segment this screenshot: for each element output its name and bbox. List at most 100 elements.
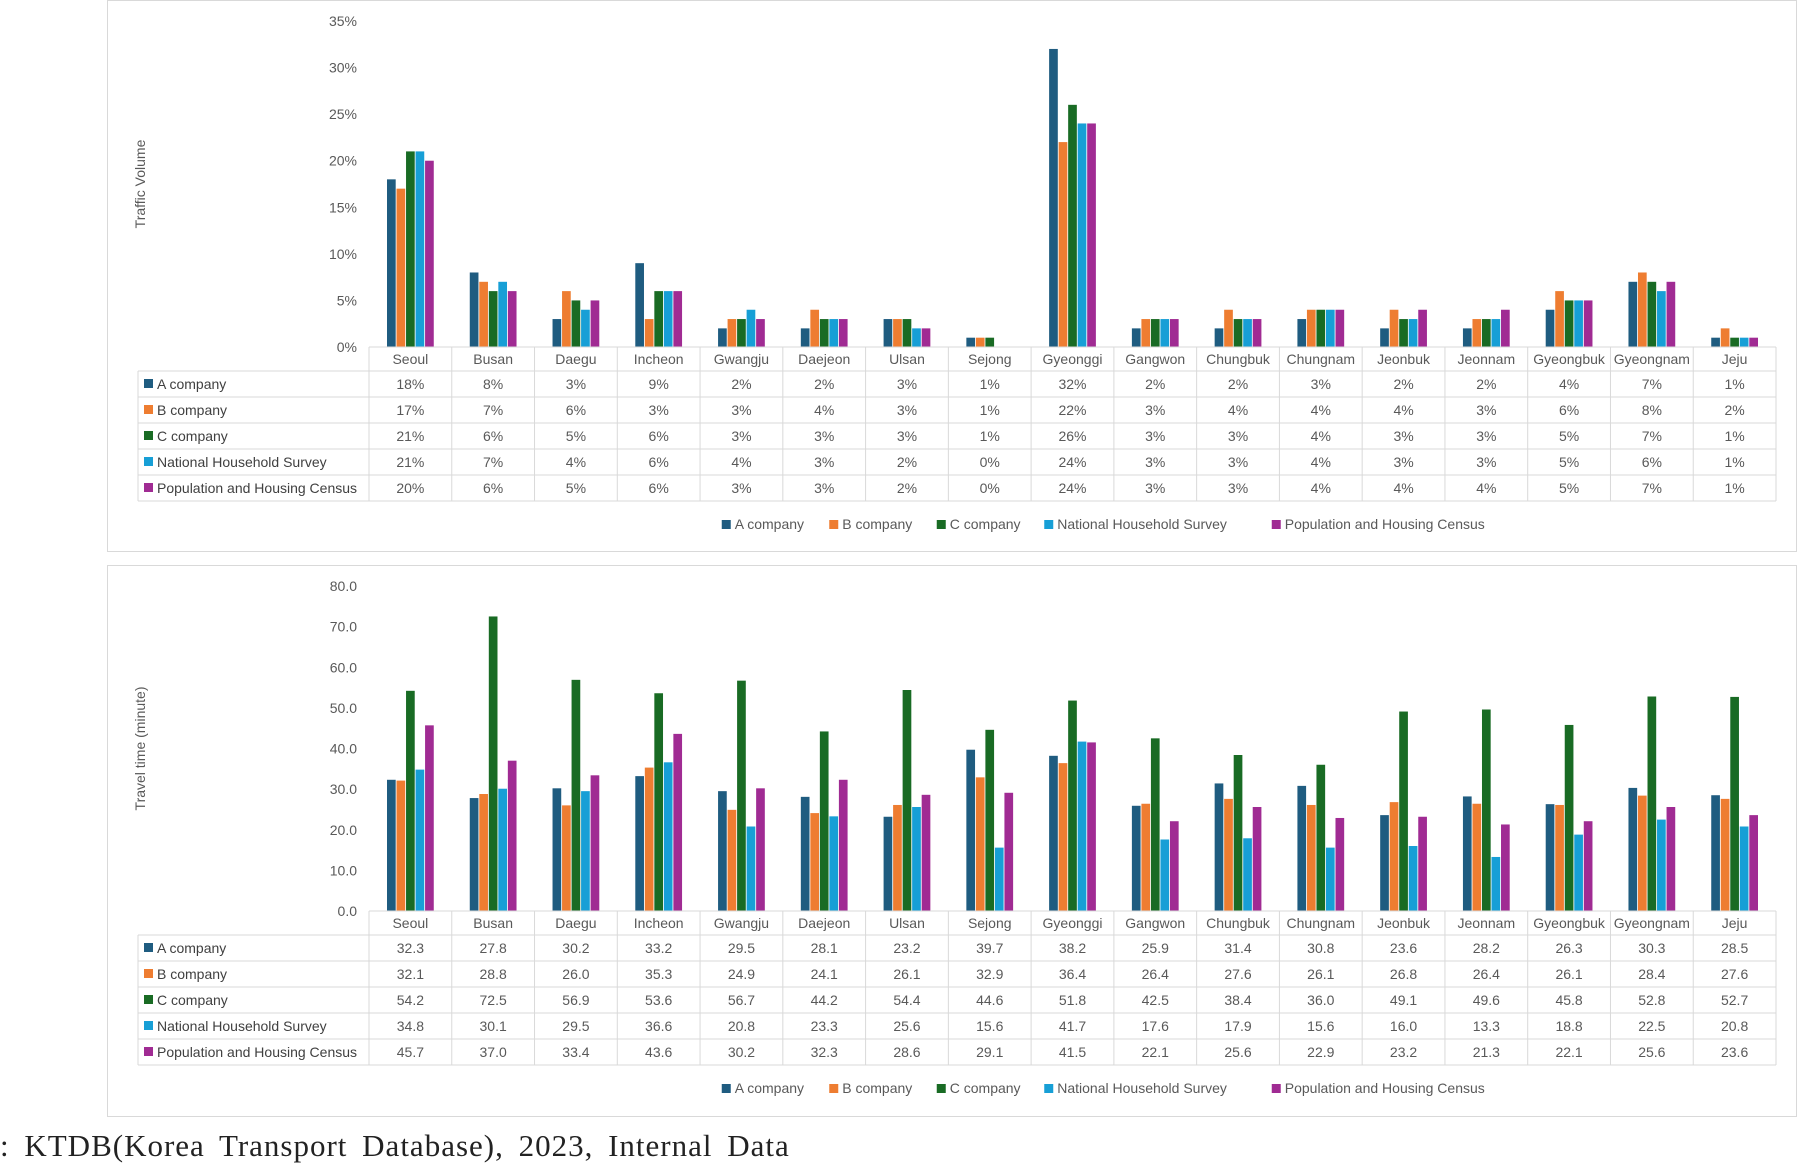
bar-national-household-survey-gangwon: [1160, 319, 1170, 347]
y-tick-label: 30.0: [330, 781, 357, 797]
table-legend-key: [144, 431, 153, 440]
legend-label-national-household-survey: National Household Survey: [1057, 516, 1227, 532]
bar-a-company-incheon: [635, 776, 644, 911]
y-tick-label: 0.0: [338, 903, 358, 919]
y-tick-label: 80.0: [330, 578, 357, 594]
bar-a-company-gyeongbuk: [1545, 309, 1555, 347]
table-cell: 8%: [1642, 402, 1662, 418]
bar-national-household-survey-ulsan: [912, 807, 921, 911]
table-cell: 4%: [1311, 428, 1331, 444]
table-cell: 1%: [1725, 454, 1745, 470]
bar-population-and-housing-census-daegu: [590, 300, 600, 347]
y-tick-label: 60.0: [330, 659, 357, 675]
bar-a-company-seoul: [387, 179, 396, 347]
table-legend-key: [144, 405, 153, 414]
table-cell: 4%: [1311, 454, 1331, 470]
table-cell: 28.2: [1473, 940, 1500, 956]
table-cell: 16.0: [1390, 1018, 1417, 1034]
table-cell: 30.2: [562, 940, 589, 956]
table-cell: 3%: [1393, 428, 1413, 444]
legend-label-c-company: C company: [950, 516, 1021, 532]
table-cell: 26.4: [1142, 966, 1169, 982]
table-cell: 22%: [1058, 402, 1086, 418]
bar-population-and-housing-census-seoul: [425, 160, 434, 347]
bar-a-company-gyeongbuk: [1545, 804, 1555, 911]
table-cell: 6%: [649, 428, 669, 444]
y-tick-label: 10%: [329, 246, 357, 262]
table-cell: 3%: [897, 376, 917, 392]
x-category-label: Chungbuk: [1206, 915, 1271, 931]
table-cell: 5%: [566, 428, 586, 444]
table-cell: 43.6: [645, 1044, 672, 1060]
bar-population-and-housing-census-daegu: [590, 775, 600, 911]
legend-key-national-household-survey: [1044, 1084, 1054, 1093]
bar-b-company-ulsan: [893, 804, 902, 911]
table-cell: 20.8: [728, 1018, 755, 1034]
bar-a-company-chungnam: [1297, 319, 1307, 347]
travel-time-chart-panel: 0.0 10.0 20.0 30.0 40.0 50.0 60.0 70.0 80.0 Trave…: [107, 565, 1797, 1117]
table-cell: 3%: [1145, 480, 1165, 496]
table-cell: 3%: [1476, 402, 1496, 418]
table-cell: 24%: [1058, 480, 1086, 496]
legend-key-a-company: [721, 520, 731, 529]
table-cell: 54.2: [397, 992, 424, 1008]
table-cell: 45.7: [397, 1044, 424, 1060]
bar-b-company-gyeongnam: [1637, 795, 1647, 911]
table-cell: 36.0: [1307, 992, 1334, 1008]
bar-population-and-housing-census-daejeon: [838, 319, 848, 347]
bar-c-company-seoul: [406, 151, 415, 347]
bar-c-company-daejeon: [819, 731, 829, 911]
table-cell: 3%: [1476, 454, 1496, 470]
table-cell: 6%: [649, 454, 669, 470]
table-cell: 3%: [1145, 402, 1165, 418]
table-cell: 38.2: [1059, 940, 1086, 956]
bar-population-and-housing-census-jeonnam: [1501, 824, 1510, 911]
bar-c-company-chungnam: [1316, 309, 1326, 347]
table-cell: 3%: [814, 428, 834, 444]
y-tick-label: 30%: [329, 60, 357, 76]
bar-c-company-daegu: [571, 679, 581, 911]
bar-c-company-jeonnam: [1481, 709, 1491, 911]
bar-b-company-gyeongbuk: [1555, 804, 1564, 911]
x-category-label: Daejeon: [798, 915, 850, 931]
table-cell: 29.1: [976, 1044, 1003, 1060]
bar-b-company-gyeonggi: [1058, 142, 1068, 347]
table-cell: 17.9: [1224, 1018, 1251, 1034]
bar-national-household-survey-daejeon: [829, 816, 839, 911]
bar-population-and-housing-census-jeonbuk: [1418, 816, 1427, 911]
bar-a-company-gangwon: [1131, 328, 1141, 347]
bar-b-company-seoul: [396, 188, 406, 347]
table-cell: 52.8: [1638, 992, 1665, 1008]
bar-b-company-sejong: [975, 337, 985, 347]
table-legend-key: [144, 457, 153, 466]
table-cell: 30.1: [480, 1018, 507, 1034]
y-tick-label: 50.0: [330, 700, 357, 716]
table-cell: 3%: [731, 402, 751, 418]
bar-population-and-housing-census-jeju: [1749, 337, 1758, 347]
table-cell: 2%: [897, 454, 917, 470]
table-cell: 30.2: [728, 1044, 755, 1060]
legend-label-c-company: C company: [950, 1080, 1021, 1096]
table-cell: 27.8: [480, 940, 507, 956]
bar-population-and-housing-census-gyeonggi: [1087, 123, 1096, 347]
table-cell: 0%: [980, 454, 1000, 470]
bar-c-company-jeonbuk: [1399, 319, 1408, 347]
y-axis-title: Traffic Volume: [132, 139, 148, 228]
bar-b-company-jeonbuk: [1389, 802, 1399, 911]
bar-a-company-gyeonggi: [1049, 755, 1058, 911]
bar-b-company-daejeon: [810, 309, 820, 347]
bar-c-company-incheon: [654, 291, 664, 347]
x-category-label: Gangwon: [1125, 915, 1185, 931]
table-cell: 24%: [1058, 454, 1086, 470]
bar-b-company-seoul: [396, 780, 406, 911]
table-cell: 6%: [483, 428, 503, 444]
table-cell: 29.5: [562, 1018, 589, 1034]
travel-time-chart: 0.0 10.0 20.0 30.0 40.0 50.0 60.0 70.0 80.0 Trave…: [132, 578, 1777, 1096]
bar-a-company-chungbuk: [1214, 783, 1224, 911]
bar-national-household-survey-ulsan: [912, 328, 921, 347]
bar-b-company-gyeongnam: [1637, 272, 1647, 347]
table-cell: 32%: [1058, 376, 1086, 392]
bar-a-company-chungbuk: [1214, 328, 1224, 347]
bar-a-company-gyeongnam: [1628, 787, 1638, 911]
table-legend-key: [144, 969, 153, 978]
